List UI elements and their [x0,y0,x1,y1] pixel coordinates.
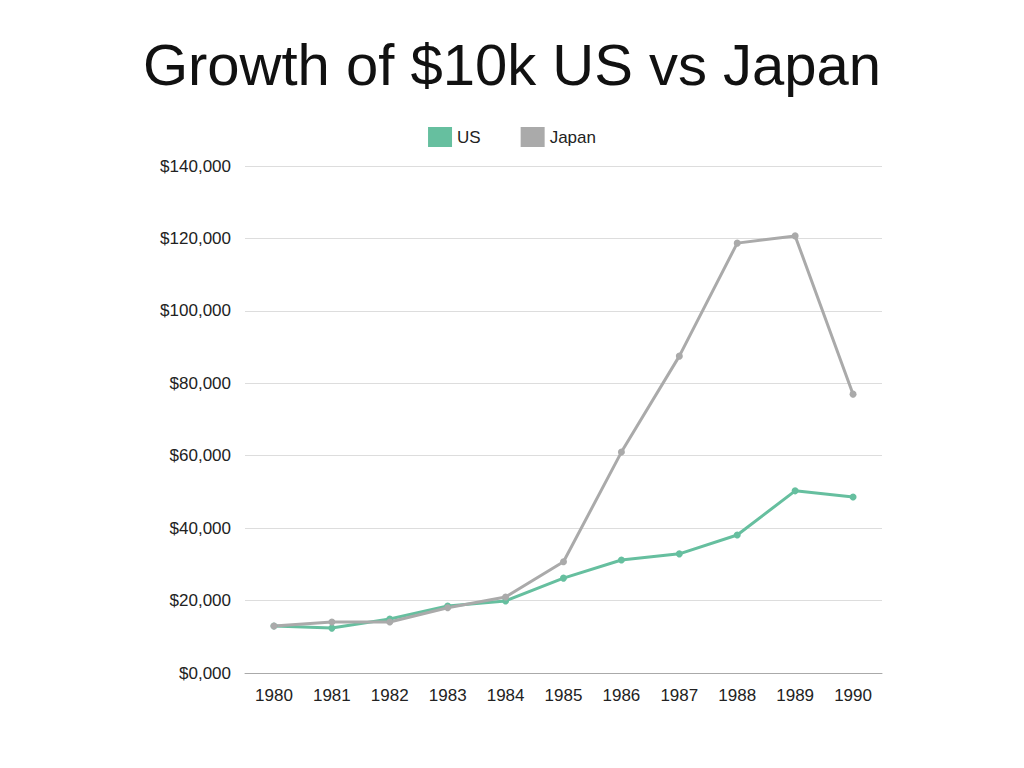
svg-text:$40,000: $40,000 [170,519,231,538]
svg-text:$140,000: $140,000 [160,157,231,176]
svg-text:1980: 1980 [255,686,293,705]
svg-text:$100,000: $100,000 [160,301,231,320]
svg-text:1984: 1984 [487,686,525,705]
svg-text:1981: 1981 [313,686,351,705]
svg-text:1982: 1982 [371,686,409,705]
svg-text:1988: 1988 [718,686,756,705]
svg-text:Japan: Japan [550,128,596,147]
svg-text:$80,000: $80,000 [170,374,231,393]
svg-text:$120,000: $120,000 [160,229,231,248]
svg-text:1989: 1989 [776,686,814,705]
svg-text:$0,000: $0,000 [179,664,231,683]
svg-text:US: US [457,128,481,147]
svg-text:1990: 1990 [834,686,872,705]
svg-text:1986: 1986 [602,686,640,705]
svg-text:1983: 1983 [429,686,467,705]
svg-text:1985: 1985 [545,686,583,705]
svg-text:Growth of $10k US vs Japan: Growth of $10k US vs Japan [143,32,881,97]
svg-text:1987: 1987 [660,686,698,705]
svg-text:$60,000: $60,000 [170,446,231,465]
svg-text:$20,000: $20,000 [170,591,231,610]
